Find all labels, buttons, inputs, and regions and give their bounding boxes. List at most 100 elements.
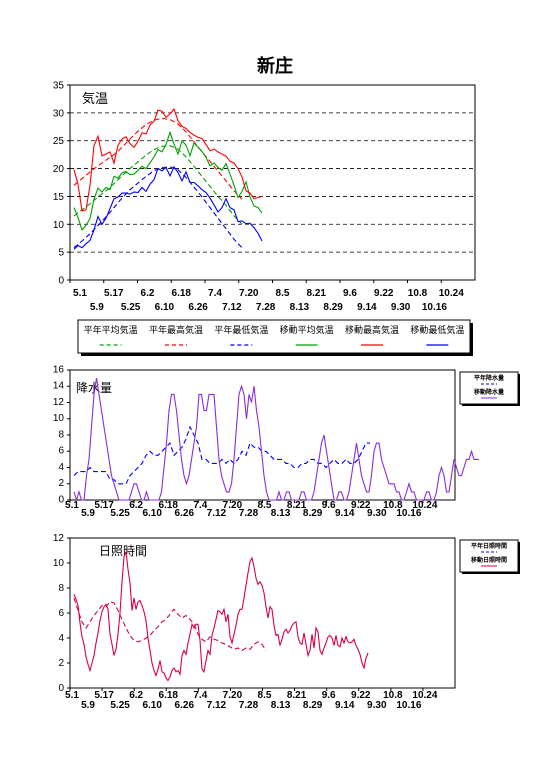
x-tick-label: 9.6 xyxy=(322,500,336,511)
x-tick-label: 8.29 xyxy=(303,508,323,519)
x-tick-label: 7.20 xyxy=(239,288,259,299)
y-tick-label: 12 xyxy=(53,533,65,544)
x-tick-label: 8.29 xyxy=(303,700,323,711)
x-tick-label: 7.12 xyxy=(207,508,227,519)
y-tick-label: 35 xyxy=(53,81,65,92)
x-tick-label: 8.5 xyxy=(258,500,272,511)
y-tick-label: 0 xyxy=(58,494,64,505)
x-tick-label: 6.26 xyxy=(175,700,195,711)
y-tick-label: 6 xyxy=(58,446,64,457)
x-tick-label: 8.13 xyxy=(271,700,291,711)
x-tick-label: 7.28 xyxy=(256,302,276,313)
x-tick-label: 6.18 xyxy=(159,690,179,701)
x-tick-label: 7.4 xyxy=(193,690,207,701)
x-tick-label: 5.25 xyxy=(121,302,141,313)
y-tick-label: 6 xyxy=(58,608,64,619)
y-tick-label: 10 xyxy=(53,413,65,424)
x-tick-label: 8.5 xyxy=(276,288,290,299)
x-tick-label: 6.2 xyxy=(129,690,143,701)
x-tick-label: 9.22 xyxy=(374,288,394,299)
legend-label: 平年最低気温 xyxy=(214,324,268,336)
x-tick-label: 6.10 xyxy=(142,700,162,711)
plot-frame-1 xyxy=(69,84,476,281)
x-tick-label: 10.16 xyxy=(396,700,421,711)
x-tick-label: 6.26 xyxy=(188,302,208,313)
x-tick-label: 9.22 xyxy=(351,690,371,701)
x-tick-label: 7.12 xyxy=(207,700,227,711)
legend-label: 平年最高気温 xyxy=(149,324,203,336)
x-tick-label: 9.30 xyxy=(367,508,387,519)
x-tick-label: 6.18 xyxy=(159,500,179,511)
x-tick-label: 8.21 xyxy=(287,500,307,511)
x-tick-label: 9.30 xyxy=(367,700,387,711)
y-tick-label: 5 xyxy=(58,248,64,259)
panel-label: 気温 xyxy=(82,91,108,107)
x-tick-label: 5.17 xyxy=(94,690,114,701)
y-tick-label: 14 xyxy=(53,381,65,392)
x-tick-label: 6.2 xyxy=(129,500,143,511)
series-line-2-1 xyxy=(73,425,370,485)
x-tick-label: 5.1 xyxy=(65,690,79,701)
x-tick-label: 7.4 xyxy=(208,288,222,299)
legend-label: 移動日照時間 xyxy=(471,556,507,564)
page-title: 新庄 xyxy=(257,56,293,77)
legend-label: 移動最高気温 xyxy=(345,324,399,336)
y-tick-label: 16 xyxy=(53,364,65,375)
x-tick-label: 8.13 xyxy=(271,508,291,519)
x-tick-label: 7.4 xyxy=(193,500,207,511)
x-tick-label: 8.21 xyxy=(287,690,307,701)
y-tick-label: 12 xyxy=(53,397,65,408)
legend-label: 平年降水量 xyxy=(474,374,504,382)
y-tick-label: 25 xyxy=(53,136,65,147)
x-tick-label: 5.1 xyxy=(73,288,87,299)
x-tick-label: 10.8 xyxy=(383,690,403,701)
x-tick-label: 10.8 xyxy=(383,500,403,511)
x-tick-label: 10.16 xyxy=(396,508,421,519)
y-tick-label: 4 xyxy=(58,462,64,473)
x-tick-label: 8.13 xyxy=(290,302,310,313)
panel-label: 日照時間 xyxy=(99,544,147,558)
x-tick-label: 5.9 xyxy=(90,302,104,313)
x-tick-label: 5.1 xyxy=(65,500,79,511)
x-tick-label: 9.6 xyxy=(343,288,357,299)
x-tick-label: 9.14 xyxy=(357,302,377,313)
legend-label: 平年日照時間 xyxy=(471,542,507,550)
x-tick-label: 8.21 xyxy=(307,288,327,299)
y-tick-label: 0 xyxy=(58,276,64,287)
x-tick-label: 5.25 xyxy=(110,700,130,711)
x-tick-label: 10.24 xyxy=(412,500,437,511)
x-tick-label: 6.10 xyxy=(142,508,162,519)
plot-frame-3 xyxy=(69,537,456,689)
series-line-1-6 xyxy=(73,165,263,250)
legend-box xyxy=(459,371,519,405)
y-tick-label: 2 xyxy=(58,658,64,669)
x-tick-label: 6.18 xyxy=(172,288,192,299)
y-tick-label: 2 xyxy=(58,478,64,489)
x-tick-label: 5.9 xyxy=(81,508,95,519)
x-tick-label: 9.22 xyxy=(351,500,371,511)
x-tick-label: 7.20 xyxy=(223,500,243,511)
legend-box xyxy=(459,539,519,573)
x-tick-label: 6.10 xyxy=(155,302,175,313)
y-tick-label: 8 xyxy=(58,429,64,440)
panel-label: 降水量 xyxy=(76,381,112,395)
x-tick-label: 7.28 xyxy=(239,508,259,519)
x-tick-label: 6.26 xyxy=(175,508,195,519)
x-tick-label: 9.14 xyxy=(335,508,355,519)
x-tick-label: 9.14 xyxy=(335,700,355,711)
legend-box xyxy=(77,319,471,354)
y-tick-label: 20 xyxy=(53,164,65,175)
series-line-3-2 xyxy=(73,551,369,682)
x-tick-label: 9.30 xyxy=(391,302,411,313)
legend-label: 移動最低気温 xyxy=(410,324,464,336)
series-line-2-2 xyxy=(73,378,479,502)
plot-frame-2 xyxy=(69,369,456,501)
series-line-1-4 xyxy=(73,130,263,231)
x-tick-label: 10.24 xyxy=(412,690,437,701)
x-tick-label: 10.16 xyxy=(422,302,447,313)
series-line-3-1 xyxy=(73,597,267,652)
x-tick-label: 8.29 xyxy=(323,302,343,313)
y-tick-label: 0 xyxy=(58,683,64,694)
x-tick-label: 5.9 xyxy=(81,700,95,711)
